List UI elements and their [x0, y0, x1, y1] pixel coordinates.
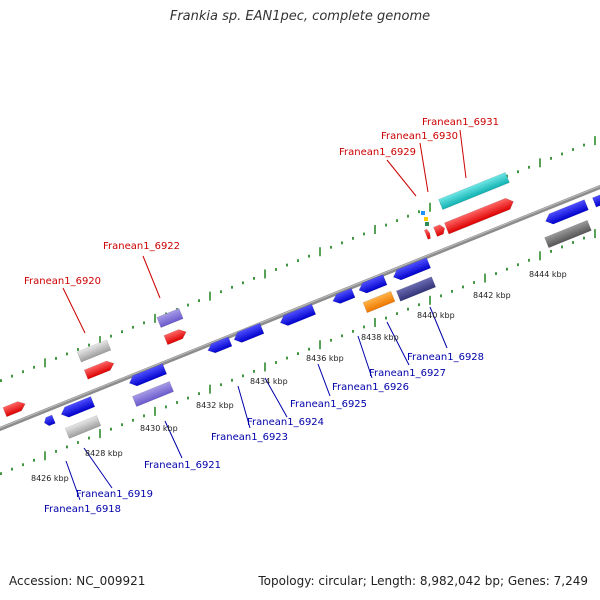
gene-arrow[interactable]: [232, 322, 265, 344]
gene-arrow[interactable]: [423, 228, 431, 240]
kbp-label: 8426 kbp: [31, 474, 69, 483]
gene-arrow[interactable]: [592, 194, 600, 208]
genome-summary-text: Topology: circular; Length: 8,982,042 bp…: [258, 574, 588, 588]
genome-backbone-highlight: [0, 185, 600, 429]
gene-arrow[interactable]: [59, 396, 96, 420]
gene-label-franean1-6920[interactable]: Franean1_6920: [24, 276, 101, 287]
gene-label-franean1-6924[interactable]: Franean1_6924: [247, 417, 324, 428]
gene-arrow[interactable]: [391, 257, 432, 282]
gene-arrow[interactable]: [163, 327, 188, 346]
kbp-label: 8440 kbp: [417, 311, 455, 320]
gene-arrow[interactable]: [278, 303, 317, 328]
gene-label-franean1-6919[interactable]: Franean1_6919: [76, 489, 153, 500]
kbp-label: 8428 kbp: [85, 449, 123, 458]
feature-marker: [421, 211, 425, 215]
accession-text: Accession: NC_009921: [9, 574, 146, 588]
gene-arrow[interactable]: [433, 223, 446, 237]
gene-arrow[interactable]: [43, 414, 56, 427]
gene-label-franean1-6931[interactable]: Franean1_6931: [422, 117, 499, 128]
kbp-label: 8438 kbp: [361, 333, 399, 342]
gene-arrow[interactable]: [127, 363, 168, 388]
gene-arrow[interactable]: [544, 219, 592, 249]
gene-label-franean1-6925[interactable]: Franean1_6925: [290, 399, 367, 410]
gene-arrow[interactable]: [438, 172, 510, 210]
kbp-label: 8442 kbp: [473, 291, 511, 300]
gene-arrow[interactable]: [206, 336, 233, 355]
gene-arrow[interactable]: [2, 399, 27, 418]
genome-backbone: [0, 184, 600, 432]
gene-arrow[interactable]: [76, 339, 112, 363]
gene-features: [2, 172, 600, 439]
feature-marker: [425, 222, 429, 226]
gene-arrow[interactable]: [357, 274, 388, 296]
gene-label-franean1-6929[interactable]: Franean1_6929: [339, 147, 416, 158]
leader-lines: [62, 129, 467, 501]
gene-label-franean1-6923[interactable]: Franean1_6923: [211, 432, 288, 443]
gene-label-franean1-6927[interactable]: Franean1_6927: [369, 368, 446, 379]
gene-label-franean1-6928[interactable]: Franean1_6928: [407, 352, 484, 363]
gene-label-franean1-6921[interactable]: Franean1_6921: [144, 460, 221, 471]
gene-arrow[interactable]: [132, 381, 174, 407]
gene-label-franean1-6926[interactable]: Franean1_6926: [332, 382, 409, 393]
gene-arrow[interactable]: [331, 287, 356, 306]
kbp-label: 8432 kbp: [196, 401, 234, 410]
gene-arrow[interactable]: [395, 276, 437, 302]
gene-label-franean1-6918[interactable]: Franean1_6918: [44, 504, 121, 515]
gene-arrow[interactable]: [156, 308, 184, 328]
gene-label-franean1-6930[interactable]: Franean1_6930: [381, 131, 458, 142]
gene-label-franean1-6922[interactable]: Franean1_6922: [103, 241, 180, 252]
gene-arrow[interactable]: [83, 359, 116, 380]
kbp-label: 8434 kbp: [250, 377, 288, 386]
gene-arrow[interactable]: [443, 196, 515, 235]
feature-marker: [424, 217, 428, 221]
kbp-label: 8436 kbp: [306, 354, 344, 363]
kbp-label: 8444 kbp: [529, 270, 567, 279]
map-title: Frankia sp. EAN1pec, complete genome: [169, 9, 431, 24]
gene-arrow[interactable]: [544, 199, 589, 227]
gene-arrow[interactable]: [362, 290, 396, 314]
kbp-label: 8430 kbp: [140, 424, 178, 433]
gene-arrow[interactable]: [64, 415, 102, 439]
